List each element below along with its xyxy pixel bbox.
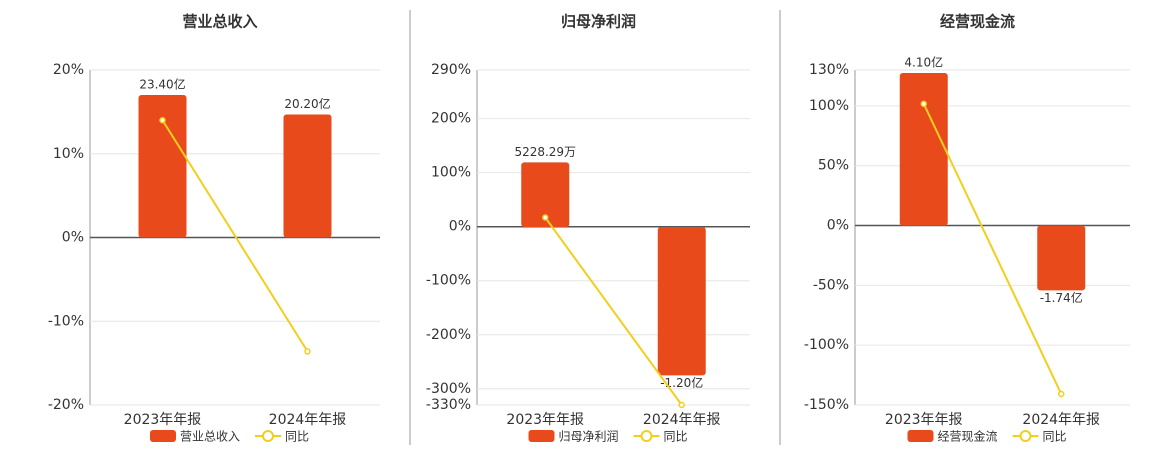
legend-swatch (907, 430, 934, 442)
legend-marker (1019, 430, 1032, 442)
value-label: 5228.29万 (514, 145, 576, 159)
line (922, 103, 1063, 395)
legend-label: 营业总收入 (180, 430, 240, 444)
value-label: 20.20亿 (284, 96, 330, 111)
x-tick-label: 2024年年报 (269, 412, 347, 428)
value-label: 4.10亿 (904, 54, 943, 69)
x-tick-label: 2023年年报 (885, 412, 963, 428)
y-tick-label: 100% (809, 98, 849, 114)
line-point (542, 214, 549, 221)
bar (657, 226, 706, 376)
bar (283, 114, 332, 238)
legend-swatch (150, 430, 176, 442)
y-tick-label: 0% (62, 230, 84, 246)
legend-label: 同比 (1043, 430, 1067, 444)
y-tick-label: -150% (804, 397, 849, 413)
y-tick-label: 290% (431, 62, 471, 78)
x-tick-label: 2023年年报 (506, 412, 584, 428)
chart-title: 经营现金流 (940, 13, 1015, 31)
y-tick-label: 130% (809, 62, 849, 78)
line-point (304, 348, 311, 355)
y-tick-label: 0% (827, 218, 849, 234)
y-tick-label: -300% (426, 381, 471, 397)
line-point (920, 100, 927, 108)
legend-label: 同比 (285, 430, 309, 444)
x-tick-label: 2024年年报 (643, 412, 721, 428)
chart-title: 归母净利润 (561, 13, 636, 31)
y-tick-label: -100% (804, 337, 849, 353)
x-tick-label: 2023年年报 (124, 412, 202, 428)
chart-title: 营业总收入 (182, 13, 257, 31)
x-tick-label: 2024年年报 (1022, 412, 1100, 428)
line-point (1058, 390, 1065, 398)
y-tick-label: 100% (431, 165, 471, 181)
bar (138, 94, 187, 238)
bar (899, 72, 948, 226)
legend-swatch (528, 430, 555, 442)
y-tick-label: -330% (426, 397, 471, 413)
line (161, 119, 309, 352)
y-tick-label: 10% (53, 146, 84, 162)
y-tick-label: 200% (431, 111, 471, 127)
bar (1037, 225, 1086, 291)
y-tick-label: -50% (813, 277, 849, 293)
legend-label: 同比 (664, 430, 688, 444)
y-tick-label: -200% (426, 327, 471, 343)
line-point (159, 117, 166, 124)
line (544, 216, 683, 406)
legend-label: 经营现金流 (938, 429, 998, 444)
value-label: -1.20亿 (660, 375, 703, 390)
line-point (678, 401, 685, 409)
legend-label: 归母净利润 (559, 430, 619, 444)
value-label: -1.74亿 (1040, 290, 1083, 305)
legend-marker (262, 430, 274, 442)
y-tick-label: -10% (48, 313, 84, 329)
y-tick-label: 20% (53, 62, 84, 78)
legend-marker (640, 430, 653, 442)
value-label: 23.40亿 (139, 76, 185, 91)
y-tick-label: 50% (818, 158, 849, 174)
y-tick-label: -100% (426, 273, 471, 289)
bar (521, 162, 570, 227)
y-tick-label: 0% (449, 219, 471, 235)
y-tick-label: -20% (48, 397, 84, 413)
